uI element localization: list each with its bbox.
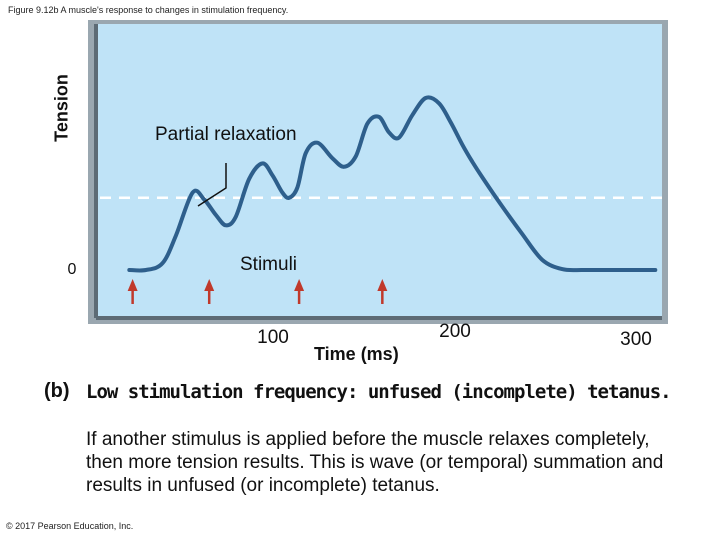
stimulus-arrow <box>294 279 305 304</box>
plot-background <box>96 24 662 318</box>
tension-curve <box>127 95 658 273</box>
y-axis-label: Tension <box>51 74 72 142</box>
panel-title: Low stimulation frequency: unfused (inco… <box>86 381 672 403</box>
y-tick-zero: 0 <box>67 261 77 278</box>
stimuli-arrows <box>127 279 388 304</box>
copyright: © 2017 Pearson Education, Inc. <box>6 521 134 531</box>
panel-label: (b) <box>44 380 70 402</box>
stimulus-arrow <box>127 279 138 304</box>
x-tick-100: 100 <box>257 327 289 348</box>
stimulus-arrow <box>204 279 215 304</box>
x-tick-200: 200 <box>439 321 471 342</box>
x-axis-label: Time (ms) <box>314 344 399 364</box>
stimulus-arrow <box>377 279 388 304</box>
figure-caption: Figure 9.12b A muscle's response to chan… <box>8 5 289 15</box>
annotation-partial-relaxation: Partial relaxation <box>155 124 297 145</box>
panel-description: If another stimulus is applied before th… <box>86 429 664 496</box>
annotation-stimuli: Stimuli <box>240 254 298 275</box>
partial-relaxation-leader-line <box>197 163 227 207</box>
x-tick-300: 300 <box>620 329 652 350</box>
